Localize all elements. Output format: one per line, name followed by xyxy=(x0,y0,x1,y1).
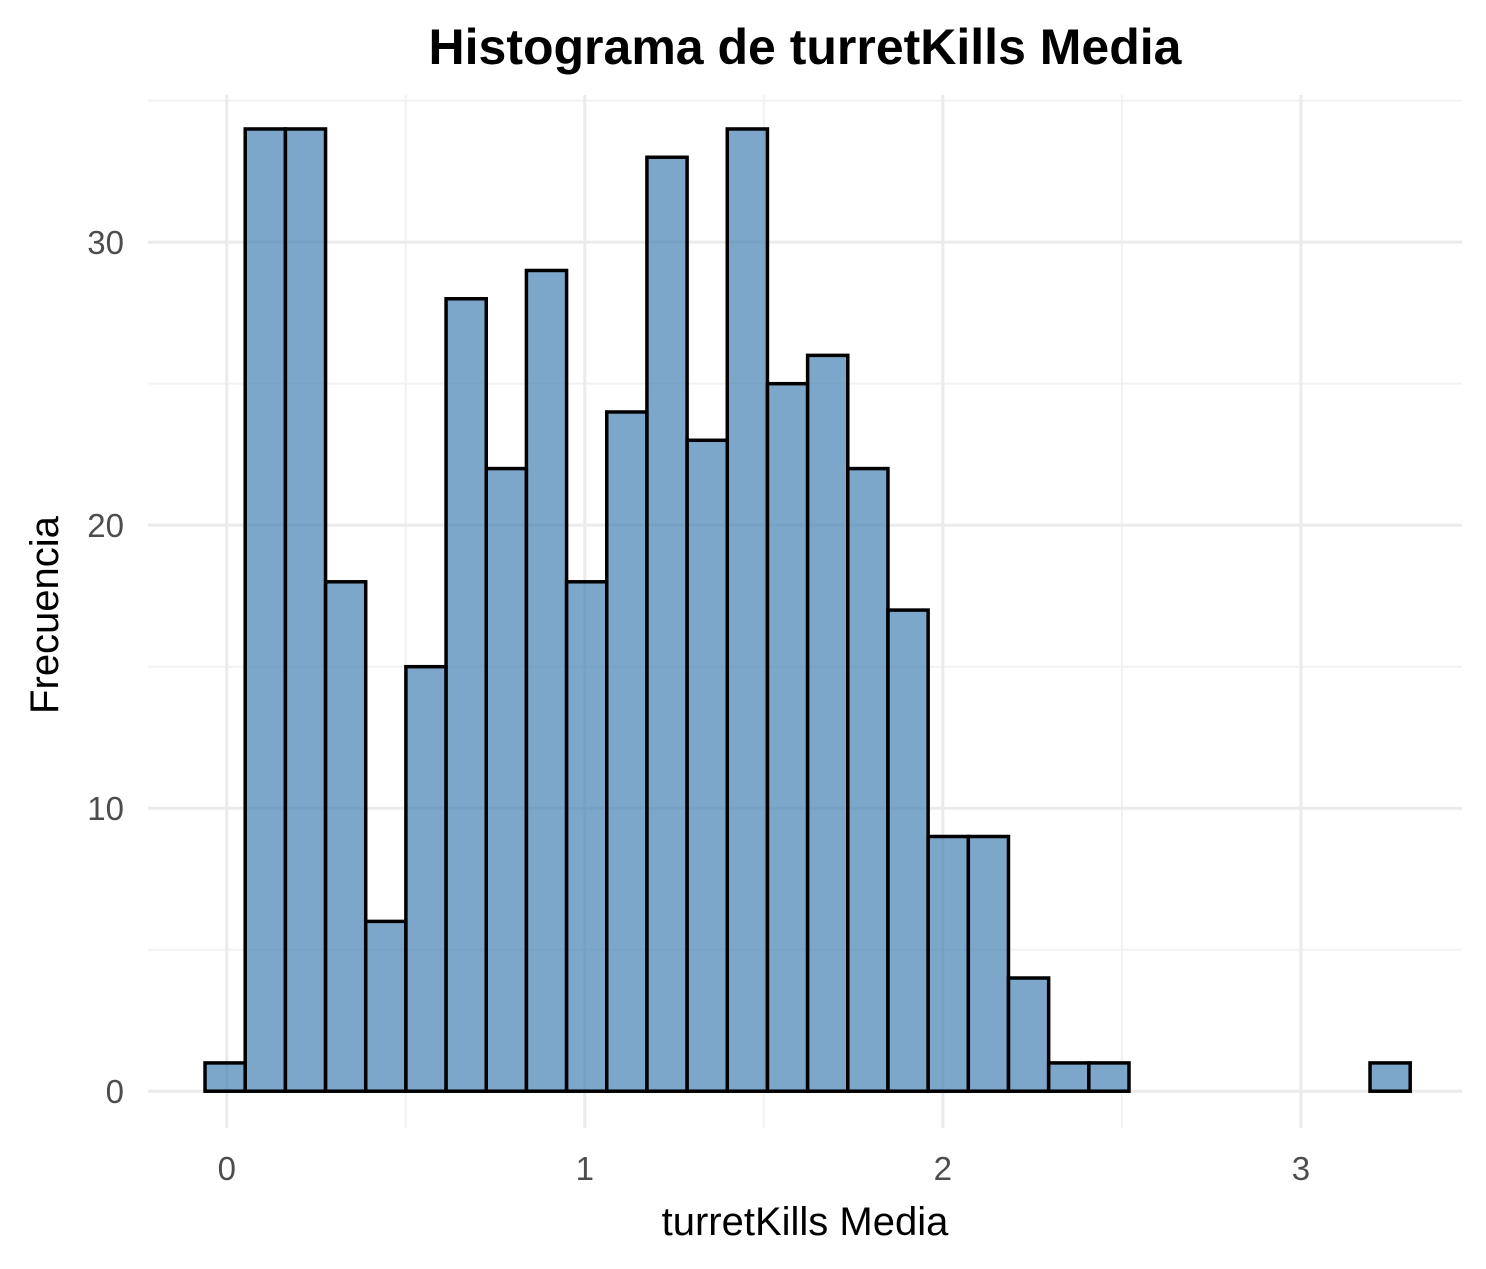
histogram-bar xyxy=(605,410,649,1093)
y-tick-label: 0 xyxy=(106,1073,124,1110)
histogram-bar xyxy=(805,353,850,1093)
y-tick-label: 10 xyxy=(87,790,124,827)
histogram-bar xyxy=(404,664,448,1093)
histogram-bar xyxy=(363,919,408,1093)
histogram-bar xyxy=(1087,1061,1131,1093)
x-tick-label: 0 xyxy=(218,1150,236,1187)
y-tick-label: 20 xyxy=(87,507,124,544)
histogram-bar xyxy=(444,297,488,1093)
histogram-bar xyxy=(243,127,288,1093)
y-tick-label: 30 xyxy=(87,224,124,261)
histogram-bar xyxy=(725,127,770,1093)
histogram-bar xyxy=(966,834,1011,1093)
histogram-bar xyxy=(765,381,810,1093)
y-axis-title: Frecuencia xyxy=(23,515,67,714)
histogram-bar xyxy=(926,834,971,1093)
x-tick-label: 3 xyxy=(1292,1150,1310,1187)
histogram-bar xyxy=(564,580,609,1093)
chart-title: Histograma de turretKills Media xyxy=(429,19,1183,75)
histogram-bar xyxy=(886,608,930,1093)
histogram-bar xyxy=(203,1061,247,1093)
histogram-bar xyxy=(1006,976,1051,1093)
histogram-bar xyxy=(645,155,689,1093)
histogram-bar xyxy=(323,580,368,1093)
histogram-bar xyxy=(524,268,569,1093)
histogram-bar xyxy=(846,466,890,1093)
x-tick-label: 2 xyxy=(934,1150,952,1187)
histogram-bar xyxy=(484,466,529,1093)
histogram-bar xyxy=(1368,1061,1412,1093)
x-tick-label: 1 xyxy=(576,1150,594,1187)
histogram-bar xyxy=(283,127,328,1093)
x-axis-ticks: 0 1 2 3 xyxy=(218,1150,1310,1187)
histogram-bars xyxy=(203,127,1412,1093)
y-axis-ticks: 0 10 20 30 xyxy=(87,224,124,1110)
x-axis-title: turretKills Media xyxy=(662,1200,950,1244)
histogram-bar xyxy=(1046,1061,1091,1093)
histogram-bar xyxy=(685,438,730,1093)
